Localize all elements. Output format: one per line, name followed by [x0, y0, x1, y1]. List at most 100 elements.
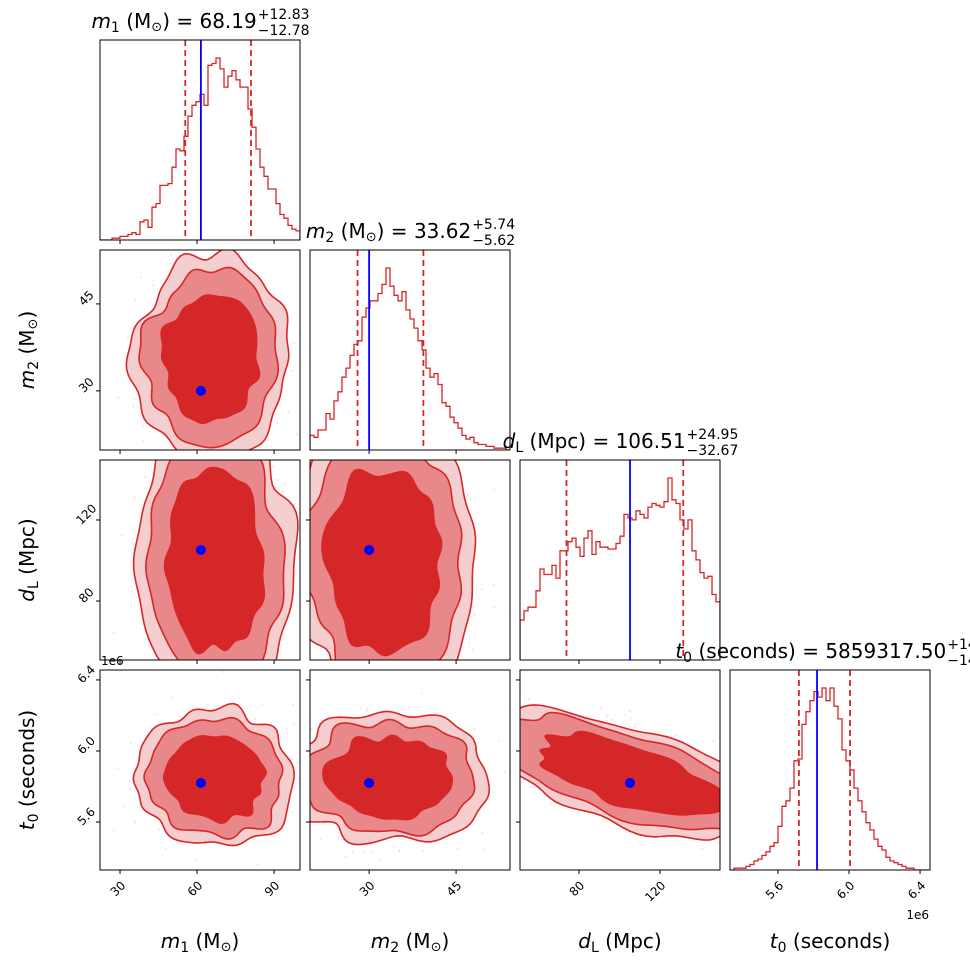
- sample-point: [306, 767, 308, 769]
- x-tick-label: 90: [262, 878, 283, 899]
- sample-point: [346, 681, 348, 683]
- sample-point: [793, 836, 795, 838]
- sample-point: [355, 415, 357, 417]
- sample-point: [740, 817, 742, 819]
- sample-point: [426, 676, 428, 678]
- sample-point: [249, 689, 251, 691]
- sample-point: [274, 486, 277, 489]
- label-punct: (: [189, 929, 203, 953]
- sample-point: [493, 488, 495, 491]
- sample-point: [207, 247, 209, 249]
- panel-m2-vs-m1: [88, 247, 300, 457]
- sample-point: [231, 671, 233, 673]
- panel-t0-vs-m1: [112, 671, 303, 866]
- sample-point: [422, 850, 425, 852]
- sample-point: [420, 455, 422, 457]
- sample-point: [269, 844, 271, 846]
- sample-point: [415, 840, 418, 843]
- label-symbol: t: [15, 821, 39, 830]
- sample-point: [222, 671, 224, 673]
- sample-point: [296, 761, 299, 764]
- label-unit_sub: ⊙: [151, 20, 162, 35]
- sample-point: [549, 802, 552, 805]
- sample-point: [481, 832, 484, 834]
- panel-frame: [309, 249, 511, 451]
- sample-point: [420, 695, 422, 697]
- sample-point: [384, 685, 386, 687]
- label-sub: 1: [111, 20, 120, 36]
- sample-point: [492, 584, 495, 586]
- sample-point: [170, 254, 172, 256]
- sample-point: [252, 453, 254, 455]
- sample-point: [727, 767, 729, 769]
- sample-point: [297, 672, 299, 674]
- sample-point: [401, 838, 403, 840]
- sample-point: [245, 260, 248, 263]
- sample-point: [732, 782, 734, 784]
- label-symbol: m: [91, 9, 110, 33]
- sample-point: [133, 819, 136, 822]
- sample-point: [261, 703, 264, 705]
- sample-point: [130, 590, 133, 592]
- sample-point: [307, 565, 309, 567]
- inner-contour: [163, 466, 266, 655]
- x-tick-label: 30: [108, 878, 129, 899]
- sample-point: [88, 326, 90, 328]
- title-equals: =: [796, 639, 825, 663]
- title-plus-error: +5.74: [472, 217, 515, 233]
- x-axis-label-dL: dL (Mpc): [578, 929, 661, 956]
- sample-point: [297, 777, 300, 780]
- sample-point: [481, 588, 484, 591]
- sample-point: [502, 753, 504, 755]
- label-unit_sub: ⊙: [26, 319, 41, 330]
- label-punct: ): [162, 9, 170, 33]
- sample-point: [342, 454, 344, 456]
- title-minus-error: −12.78: [258, 23, 310, 39]
- sample-point: [351, 454, 353, 456]
- x-tick-label: 80: [567, 878, 588, 899]
- sample-point: [623, 714, 625, 717]
- title-value: 5859317.50: [825, 639, 946, 663]
- sample-point: [731, 822, 733, 824]
- sample-point: [379, 687, 381, 689]
- label-punct: ): [15, 518, 39, 526]
- label-punct: ): [15, 311, 39, 319]
- sample-point: [600, 707, 602, 709]
- title-plus-error: +24.95: [687, 427, 739, 443]
- sample-point: [752, 794, 754, 796]
- sample-point: [736, 820, 738, 822]
- sample-point: [664, 837, 666, 839]
- panel-frame: [309, 459, 511, 661]
- label-sub: L: [26, 581, 42, 589]
- sample-point: [176, 715, 179, 717]
- title-equals: =: [384, 219, 413, 243]
- sample-point: [800, 855, 802, 857]
- sample-point: [140, 276, 142, 279]
- sample-point: [358, 701, 360, 703]
- sample-point: [151, 427, 154, 430]
- sample-point: [732, 842, 734, 844]
- sample-point: [350, 690, 352, 692]
- sample-point: [414, 436, 416, 438]
- sample-point: [343, 407, 345, 409]
- sample-point: [610, 718, 613, 721]
- sample-point: [359, 707, 362, 709]
- label-sub: 0: [778, 940, 787, 956]
- sample-point: [195, 859, 197, 861]
- sample-point: [716, 842, 719, 845]
- sample-point: [397, 420, 399, 422]
- sample-point: [185, 692, 187, 694]
- sample-point: [272, 465, 275, 468]
- label-unit: seconds: [801, 929, 883, 953]
- title-value: 68.19: [199, 9, 256, 33]
- sample-point: [222, 676, 224, 678]
- x-tick-label: 60: [185, 878, 206, 899]
- y-tick-label: 45: [76, 288, 97, 309]
- sample-point: [287, 740, 289, 743]
- sample-point: [305, 416, 307, 418]
- sample-point: [235, 671, 237, 673]
- sample-point: [258, 455, 260, 457]
- sample-point: [301, 762, 303, 764]
- sample-point: [377, 707, 380, 709]
- y-tick-label: 6.4: [75, 663, 98, 686]
